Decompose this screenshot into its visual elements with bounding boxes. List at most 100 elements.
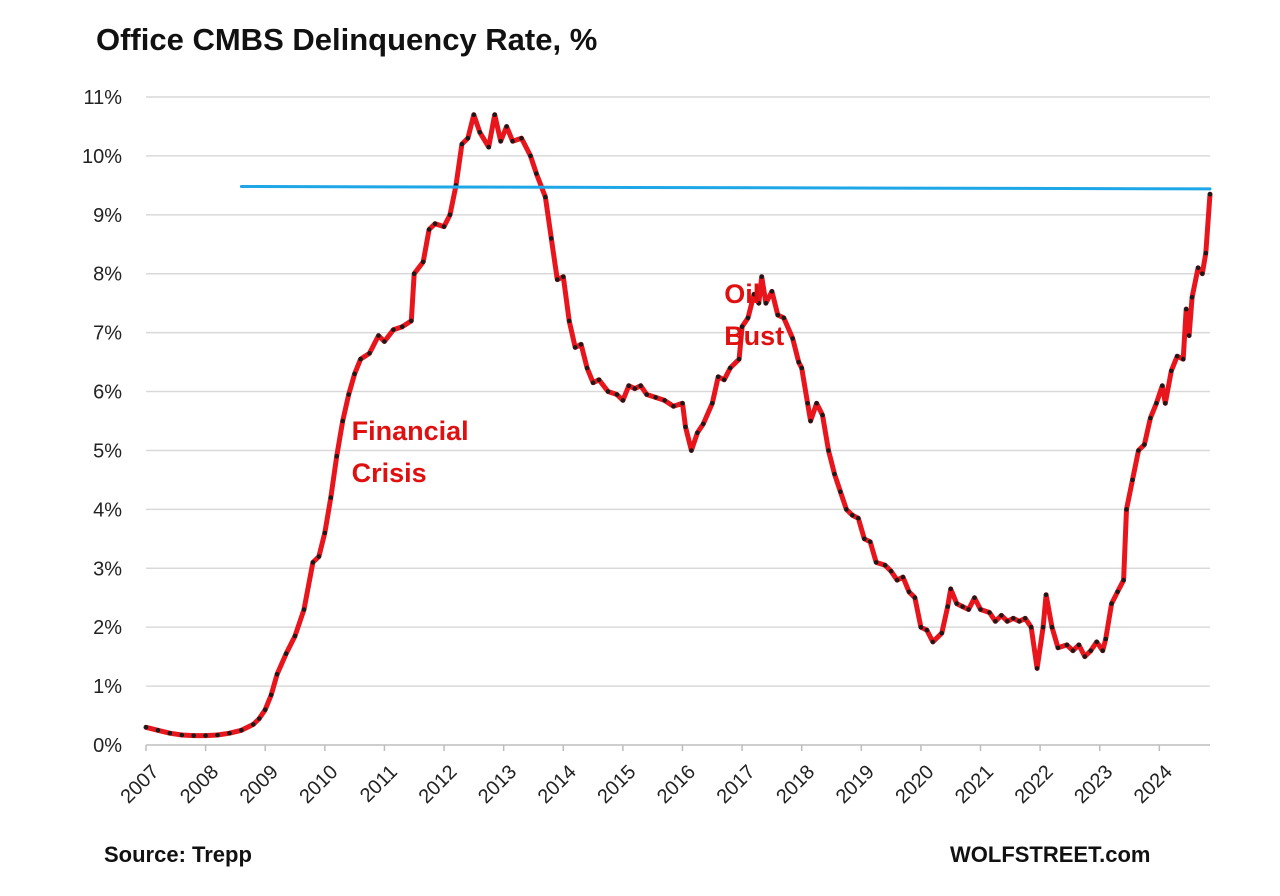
- data-point: [1055, 645, 1061, 651]
- data-point: [900, 574, 906, 580]
- x-tick-label: 2019: [832, 761, 879, 808]
- data-point: [605, 389, 611, 394]
- data-point: [465, 135, 471, 141]
- data-point: [999, 613, 1004, 618]
- data-point: [790, 336, 795, 341]
- data-point: [844, 507, 849, 512]
- x-tick-label: 2018: [772, 761, 819, 808]
- annotation-text: Bust: [724, 321, 784, 351]
- chart-title: Office CMBS Delinquency Rate, %: [96, 22, 598, 57]
- data-point: [1180, 356, 1186, 362]
- data-point: [756, 300, 762, 306]
- data-point: [948, 586, 953, 592]
- data-point: [578, 342, 584, 347]
- x-tick-label: 2020: [891, 761, 938, 808]
- data-point: [710, 401, 715, 406]
- data-point: [850, 513, 855, 518]
- data-point: [1124, 507, 1129, 512]
- annotation-text: Crisis: [352, 458, 427, 488]
- data-point: [873, 560, 879, 565]
- data-point: [775, 312, 781, 318]
- annotation-text: Financial: [352, 416, 469, 446]
- data-point: [477, 130, 483, 135]
- data-point: [769, 289, 775, 294]
- data-point: [680, 401, 685, 406]
- data-point: [510, 138, 515, 144]
- data-point: [391, 327, 396, 333]
- data-point: [310, 560, 316, 565]
- x-tick-label: 2011: [356, 761, 402, 807]
- data-point: [799, 365, 804, 371]
- y-tick-label: 6%: [93, 382, 122, 404]
- data-point: [736, 356, 742, 362]
- data-point: [960, 604, 965, 609]
- annotations: Financial Crisis Oil Bust: [352, 279, 785, 488]
- data-point: [1022, 616, 1028, 621]
- data-point: [1203, 250, 1209, 256]
- data-point: [721, 377, 727, 383]
- data-point: [796, 359, 801, 365]
- data-point: [1183, 306, 1189, 312]
- data-point: [683, 424, 688, 430]
- data-point: [262, 707, 268, 712]
- data-point: [400, 324, 405, 330]
- y-tick-label: 8%: [93, 264, 122, 286]
- data-point: [689, 448, 694, 453]
- data-point: [549, 236, 554, 241]
- data-point: [566, 318, 572, 324]
- data-point: [838, 489, 843, 495]
- x-tick-label: 2015: [593, 761, 640, 808]
- data-point: [862, 536, 867, 542]
- data-point: [283, 651, 289, 656]
- data-point: [358, 356, 363, 362]
- data-point: [155, 728, 161, 733]
- data-point: [227, 730, 232, 736]
- data-point: [1017, 619, 1022, 624]
- data-point: [826, 448, 831, 453]
- data-point: [441, 224, 447, 229]
- data-point: [352, 371, 357, 377]
- data-point: [1028, 624, 1034, 630]
- data-point: [808, 418, 813, 424]
- data-point: [1136, 448, 1141, 453]
- data-point: [918, 624, 924, 630]
- data-point: [987, 610, 992, 615]
- data-point: [653, 395, 658, 400]
- data-point: [191, 733, 196, 738]
- data-point: [954, 601, 959, 606]
- data-point: [1163, 401, 1168, 406]
- data-point: [590, 380, 596, 386]
- data-point: [1169, 368, 1174, 374]
- data-point: [143, 725, 149, 730]
- data-point: [745, 315, 751, 321]
- data-point: [492, 112, 498, 117]
- data-point: [1103, 636, 1108, 642]
- data-point: [1115, 589, 1120, 595]
- delinquency-rate-line: [143, 112, 1213, 739]
- data-point: [805, 401, 810, 406]
- y-tick-label: 4%: [93, 499, 122, 521]
- data-point: [543, 194, 548, 200]
- x-tick-label: 2022: [1011, 761, 1058, 808]
- data-point: [486, 144, 492, 150]
- data-point: [751, 292, 757, 297]
- x-tick-label: 2008: [176, 761, 223, 808]
- x-tick-label: 2024: [1130, 761, 1177, 808]
- data-point: [203, 733, 208, 738]
- data-point: [939, 630, 945, 636]
- data-point: [519, 135, 524, 141]
- data-point: [882, 563, 888, 568]
- data-point: [498, 138, 504, 144]
- data-point: [584, 365, 590, 371]
- x-tick-label: 2013: [474, 761, 521, 808]
- x-tick-label: 2014: [534, 761, 581, 808]
- data-point: [644, 392, 649, 397]
- y-tick-label: 10%: [82, 146, 122, 168]
- data-point: [1064, 642, 1070, 648]
- data-point: [993, 619, 998, 624]
- x-tick-label: 2007: [117, 761, 164, 808]
- data-point: [251, 722, 256, 727]
- y-tick-label: 7%: [93, 323, 122, 345]
- data-point: [626, 383, 632, 389]
- data-point: [1142, 442, 1147, 447]
